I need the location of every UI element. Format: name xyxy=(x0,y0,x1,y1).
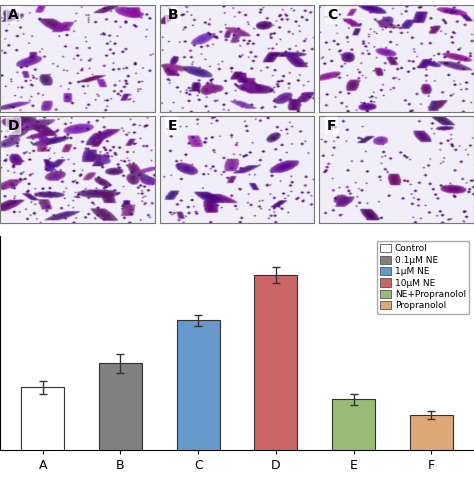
Text: B: B xyxy=(167,8,178,22)
Text: C: C xyxy=(327,8,337,22)
Bar xyxy=(255,275,297,450)
Text: F: F xyxy=(327,119,337,133)
Bar xyxy=(177,320,219,450)
Bar xyxy=(332,399,375,450)
Text: E: E xyxy=(167,119,177,133)
Text: A: A xyxy=(8,8,18,22)
Text: D: D xyxy=(8,119,19,133)
Bar xyxy=(410,415,453,450)
Legend: Control, 0.1μM NE, 1μM NE, 10μM NE, NE+Propranolol, Propranolol: Control, 0.1μM NE, 1μM NE, 10μM NE, NE+P… xyxy=(377,240,469,314)
Bar xyxy=(99,363,142,450)
Bar xyxy=(21,388,64,450)
